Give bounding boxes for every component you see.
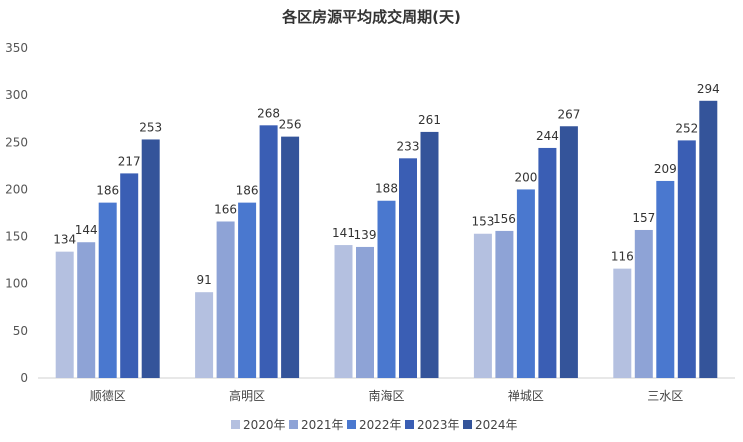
bar [281, 136, 300, 378]
data-label: 252 [675, 121, 698, 135]
data-label: 294 [697, 82, 720, 96]
legend-label: 2021年 [301, 418, 344, 432]
legend-label: 2020年 [243, 418, 286, 432]
data-label: 209 [654, 162, 677, 176]
bar [538, 147, 557, 378]
data-label: 144 [75, 223, 98, 237]
x-tick-label: 顺德区 [90, 388, 126, 403]
data-label: 217 [118, 154, 141, 168]
bar [634, 229, 653, 378]
bar [613, 268, 632, 378]
y-tick-label: 350 [5, 41, 28, 55]
chart-title: 各区房源平均成交周期(天) [282, 8, 461, 26]
bar [334, 245, 353, 378]
bar [699, 100, 718, 379]
data-label: 186 [96, 184, 119, 198]
x-tick-label: 南海区 [368, 388, 404, 403]
data-label: 233 [397, 139, 420, 153]
data-label: 139 [354, 228, 377, 242]
data-label: 261 [418, 113, 441, 127]
data-label: 244 [536, 129, 559, 143]
bar [356, 246, 374, 378]
y-tick-label: 150 [5, 230, 28, 244]
data-label: 188 [375, 182, 398, 196]
data-label: 141 [332, 226, 355, 240]
bar [77, 242, 96, 378]
data-label: 166 [214, 202, 237, 216]
legend-swatch [289, 420, 298, 429]
bar [120, 173, 139, 378]
bar [495, 230, 514, 378]
legend-swatch [347, 420, 356, 429]
data-label: 134 [53, 233, 76, 247]
bar [377, 200, 396, 378]
x-tick-label: 高明区 [229, 388, 265, 403]
bar [677, 140, 696, 378]
data-label: 153 [471, 215, 494, 229]
y-tick-label: 300 [5, 88, 28, 102]
bar [516, 189, 535, 378]
legend-swatch [463, 420, 472, 429]
bar [216, 221, 235, 378]
data-label: 116 [611, 250, 634, 264]
bar [259, 125, 278, 378]
legend-label: 2023年 [417, 418, 460, 432]
x-tick-label: 三水区 [647, 389, 683, 403]
bar [238, 202, 257, 378]
data-label: 156 [493, 212, 516, 226]
y-tick-label: 250 [5, 135, 28, 149]
legend-swatch [231, 420, 240, 429]
legend-swatch [405, 420, 414, 429]
x-tick-label: 禅城区 [508, 389, 544, 403]
bar [656, 180, 675, 378]
data-label: 268 [257, 106, 280, 120]
data-label: 157 [632, 211, 655, 225]
bar [399, 158, 417, 378]
data-label: 253 [139, 120, 162, 134]
bar [473, 233, 492, 378]
data-label: 200 [514, 170, 537, 184]
y-tick-label: 100 [5, 277, 28, 291]
y-tick-label: 0 [20, 371, 28, 385]
bar [55, 251, 74, 378]
y-tick-label: 200 [5, 182, 28, 196]
legend-label: 2024年 [475, 418, 518, 432]
data-label: 256 [279, 118, 302, 132]
bar [420, 131, 439, 378]
bar [98, 202, 117, 378]
data-label: 91 [196, 273, 211, 287]
legend-label: 2022年 [359, 418, 402, 432]
y-tick-label: 50 [13, 324, 28, 338]
data-label: 267 [557, 107, 580, 121]
bar [559, 126, 578, 378]
bar [141, 139, 160, 378]
bar [195, 292, 214, 378]
data-label: 186 [236, 184, 259, 198]
